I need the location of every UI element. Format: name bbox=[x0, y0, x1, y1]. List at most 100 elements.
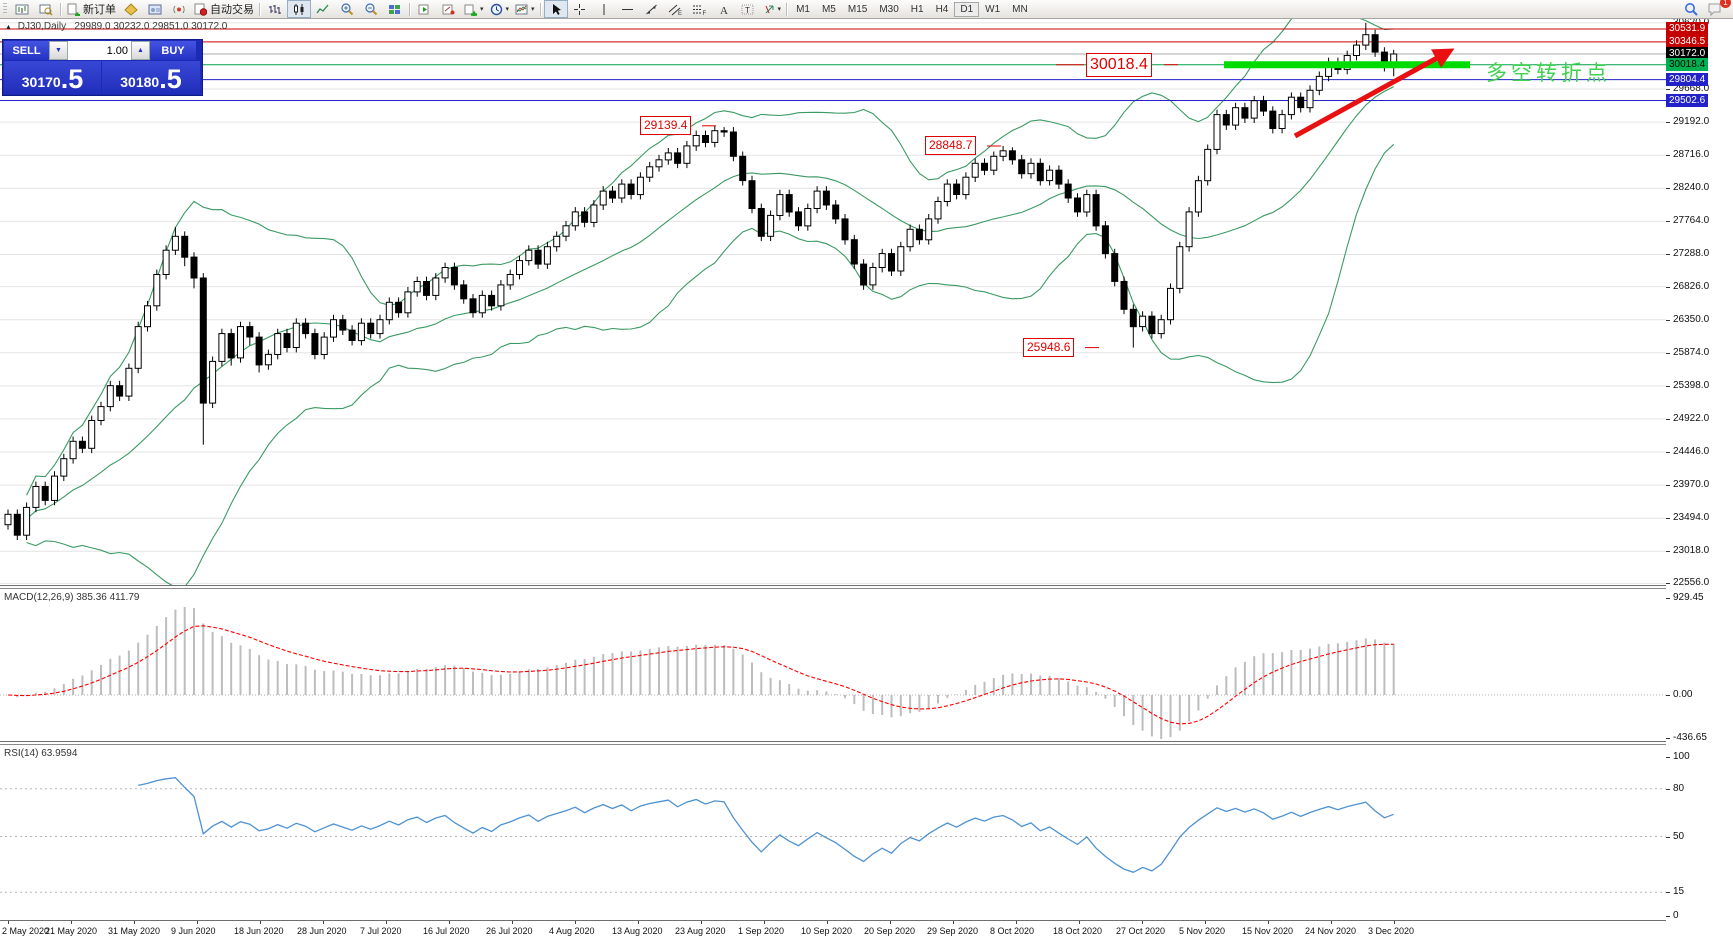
tab-timeframe-H4[interactable]: H4 bbox=[935, 3, 949, 15]
chat-badge: 1 bbox=[1720, 0, 1731, 8]
buy-price-frac: .5 bbox=[159, 64, 182, 94]
symbol-marker-icon: ▲ bbox=[5, 24, 12, 31]
price-axis-tick bbox=[1666, 155, 1670, 157]
time-axis-tick bbox=[1268, 921, 1269, 924]
horizontal-line-icon[interactable] bbox=[616, 0, 640, 18]
panel-separator-rsi[interactable] bbox=[0, 741, 1733, 745]
main-chart-svg[interactable] bbox=[0, 18, 1666, 588]
time-axis-tick bbox=[386, 921, 387, 924]
buy-button[interactable]: BUY bbox=[150, 41, 196, 60]
tab-timeframe-M5[interactable]: M5 bbox=[821, 3, 836, 15]
one-click-trading-widget: SELL ▼ ▲ BUY 30170.5 30180.5 bbox=[2, 39, 203, 96]
price-axis-tick bbox=[1666, 122, 1670, 124]
add-indicator-caret: ▾ bbox=[480, 6, 484, 13]
autotrade-button[interactable]: 自动交易 bbox=[191, 0, 257, 18]
price-axis-tick bbox=[1666, 319, 1670, 321]
price-grid-label: 22556.0 bbox=[1673, 577, 1710, 589]
price-line-label: 30172.0 bbox=[1666, 47, 1709, 60]
text-icon[interactable]: A bbox=[712, 0, 736, 18]
bollinger-bands bbox=[26, 18, 1395, 588]
time-axis-label: 24 Nov 2020 bbox=[1305, 926, 1357, 936]
time-axis-label: 28 Jun 2020 bbox=[297, 926, 347, 936]
tab-timeframe-D1[interactable]: D1 bbox=[954, 1, 980, 17]
profiles-icon[interactable] bbox=[34, 0, 58, 18]
volume-input[interactable] bbox=[68, 41, 131, 60]
price-axis-tick bbox=[1666, 385, 1670, 387]
new-chart-icon[interactable] bbox=[10, 0, 34, 18]
annotation-price-label: 30018.4 bbox=[1086, 52, 1152, 77]
chat-icon[interactable]: 1 bbox=[1703, 0, 1731, 18]
bar-chart-icon[interactable] bbox=[263, 0, 287, 18]
candlestick-chart-icon[interactable] bbox=[287, 0, 311, 18]
vertical-line-icon[interactable] bbox=[592, 0, 616, 18]
sell-price[interactable]: 30170.5 bbox=[4, 61, 101, 94]
price-grid-label: 27764.0 bbox=[1673, 215, 1710, 227]
arrow-objects-icon[interactable]: ▾ bbox=[760, 0, 785, 18]
price-axis-tick bbox=[1666, 188, 1670, 190]
price-grid-label: 26826.0 bbox=[1673, 280, 1710, 292]
notifications-icon[interactable] bbox=[167, 0, 191, 18]
sell-button[interactable]: SELL bbox=[4, 41, 49, 60]
visual-test-icon[interactable] bbox=[437, 0, 461, 18]
tab-timeframe-M30[interactable]: M30 bbox=[879, 3, 899, 15]
svg-text:F: F bbox=[703, 11, 707, 16]
metaeditor-icon[interactable] bbox=[119, 0, 143, 18]
text-label-icon[interactable]: T bbox=[736, 0, 760, 18]
macd-axis-tick bbox=[1666, 598, 1670, 599]
fibonacci-retracement-icon[interactable]: F bbox=[688, 0, 712, 18]
zoom-in-icon[interactable] bbox=[335, 0, 359, 18]
bb-middle bbox=[26, 86, 1394, 520]
volume-increase-button[interactable]: ▲ bbox=[131, 41, 150, 60]
buy-price[interactable]: 30180.5 bbox=[102, 61, 200, 94]
macd-panel-svg[interactable] bbox=[0, 589, 1666, 742]
time-axis-label: 15 Nov 2020 bbox=[1242, 926, 1294, 936]
rsi-panel-svg[interactable] bbox=[0, 745, 1666, 919]
price-axis-tick bbox=[1666, 89, 1670, 91]
time-axis-tick bbox=[1205, 921, 1206, 924]
price-axis-tick bbox=[1666, 221, 1670, 223]
trendline-icon[interactable] bbox=[640, 0, 664, 18]
volume-decrease-button[interactable]: ▼ bbox=[49, 41, 68, 60]
time-axis-label: 23 Aug 2020 bbox=[675, 926, 726, 936]
toolbar-grip[interactable] bbox=[3, 3, 7, 15]
cursor-icon[interactable] bbox=[543, 0, 568, 18]
tab-timeframe-W1[interactable]: W1 bbox=[985, 3, 1001, 15]
tab-timeframe-M15[interactable]: M15 bbox=[847, 3, 868, 15]
price-grid-label: 25398.0 bbox=[1673, 379, 1710, 391]
symbol-period: DJ30,Daily bbox=[17, 21, 67, 32]
svg-text:T: T bbox=[745, 6, 750, 15]
search-icon[interactable] bbox=[1679, 0, 1703, 18]
tab-timeframe-M1[interactable]: M1 bbox=[796, 3, 810, 15]
templates-icon[interactable]: ▾ bbox=[512, 0, 538, 18]
panel-separator-macd[interactable] bbox=[0, 585, 1733, 589]
autotrade-label: 自动交易 bbox=[210, 4, 254, 16]
terminal-icon[interactable] bbox=[143, 0, 167, 18]
time-axis-tick bbox=[323, 921, 324, 924]
candles-layer bbox=[4, 22, 1398, 540]
price-line-label: 29502.6 bbox=[1666, 93, 1709, 107]
price-grid-label: 24922.0 bbox=[1673, 412, 1710, 424]
bb-upper bbox=[26, 18, 1394, 496]
equidistant-channel-icon[interactable]: E bbox=[664, 0, 688, 18]
line-chart-icon[interactable] bbox=[311, 0, 335, 18]
add-indicator-icon[interactable]: ▾ bbox=[461, 0, 487, 18]
time-axis-tick bbox=[701, 921, 702, 924]
tab-timeframe-MN[interactable]: MN bbox=[1012, 3, 1028, 15]
tab-timeframe-H1[interactable]: H1 bbox=[910, 3, 924, 15]
price-axis-tick bbox=[1666, 352, 1670, 354]
crosshair-icon[interactable] bbox=[568, 0, 592, 18]
annotation-price-label: 28848.7 bbox=[925, 135, 977, 155]
price-axis-tick bbox=[1666, 254, 1670, 256]
zoom-out-icon[interactable] bbox=[359, 0, 383, 18]
tile-windows-icon[interactable] bbox=[383, 0, 407, 18]
main-toolbar: 新订单 自动交易 ▾ ▾ ▾ E F A T ▾ M1 M5 M15 M30 H1 H4 D… bbox=[0, 0, 1733, 19]
price-grid-label: 28240.0 bbox=[1673, 182, 1710, 194]
time-axis-tick bbox=[1331, 921, 1332, 924]
new-order-button[interactable]: 新订单 bbox=[64, 0, 119, 18]
time-axis-label: 1 Sep 2020 bbox=[738, 926, 785, 936]
buy-price-main: 30180 bbox=[120, 74, 160, 90]
price-grid-label: 25874.0 bbox=[1673, 346, 1710, 358]
sell-price-frac: .5 bbox=[60, 64, 84, 94]
periods-icon[interactable]: ▾ bbox=[487, 0, 513, 18]
strategy-tester-icon[interactable] bbox=[413, 0, 437, 18]
